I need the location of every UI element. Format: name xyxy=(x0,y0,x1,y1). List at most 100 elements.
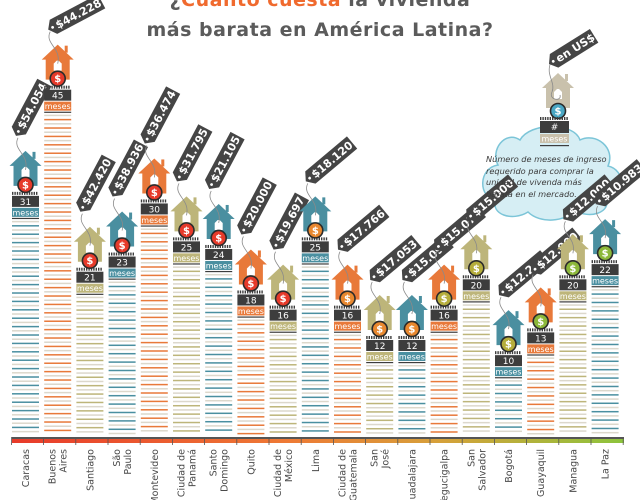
tag-string xyxy=(595,205,607,239)
bar-stripe xyxy=(44,307,72,310)
axis-tick xyxy=(558,437,560,445)
house-tag xyxy=(536,303,545,314)
bar-stripe xyxy=(495,417,522,420)
price-tag: $31.795 xyxy=(172,124,213,182)
perforation xyxy=(561,275,564,279)
perforation xyxy=(408,335,410,339)
months-count: 23 xyxy=(116,259,127,269)
dollar-circle xyxy=(339,290,356,307)
bar-stripe xyxy=(591,431,619,434)
bar-stripe xyxy=(44,190,72,192)
bar-stripe xyxy=(173,413,200,415)
bar-stripe xyxy=(462,409,490,411)
perforation xyxy=(111,252,113,256)
chimney xyxy=(579,235,583,243)
bar-stripe xyxy=(527,369,555,372)
bar-stripe xyxy=(398,381,426,384)
bar-stripe xyxy=(462,316,490,319)
bar-stripe xyxy=(269,389,297,391)
bar-stripe xyxy=(44,291,72,293)
bar-stripe xyxy=(12,414,39,416)
bar-stripe xyxy=(12,380,39,382)
bar-stripe xyxy=(108,407,136,410)
perforation xyxy=(189,237,192,241)
bar-stripe xyxy=(205,387,233,389)
dollar-sign: $ xyxy=(555,107,562,118)
months-count: 31 xyxy=(20,198,31,208)
bar-stripe xyxy=(205,320,233,322)
bar-stripe xyxy=(205,345,233,347)
bar-stripe xyxy=(205,315,233,318)
bar-stripe xyxy=(301,295,329,298)
perforation xyxy=(519,351,521,355)
perforation xyxy=(502,351,504,355)
bar-stripe xyxy=(76,422,104,425)
category-label: La Paz xyxy=(601,449,612,479)
bar-stripe xyxy=(462,384,490,386)
bar-stripe xyxy=(140,388,168,390)
bar-stripe xyxy=(334,347,361,349)
bar-stripe xyxy=(44,354,72,356)
bar-stripe xyxy=(269,422,297,425)
price-tag: $36.474 xyxy=(140,86,181,144)
tag-string xyxy=(370,281,381,315)
tag-string xyxy=(434,251,446,284)
bar-stripe xyxy=(173,425,200,428)
category-label: Tegucigalpa xyxy=(440,449,451,500)
bar-stripe xyxy=(591,385,619,388)
bar-stripe xyxy=(334,351,361,353)
bar-stripe xyxy=(108,365,136,368)
bar-stripe xyxy=(76,384,104,387)
perforation xyxy=(559,275,561,279)
bar-stripe xyxy=(430,410,458,412)
bar-stripe xyxy=(173,388,200,390)
bar-stripe xyxy=(173,333,200,336)
bar-stripe xyxy=(334,389,361,391)
bar-stripe xyxy=(12,262,39,265)
house-tag xyxy=(21,166,30,177)
bar-stripe xyxy=(559,388,587,390)
bar-stripe xyxy=(76,372,104,374)
bar-stripe xyxy=(108,298,136,300)
box-underline xyxy=(398,361,426,364)
bar-stripe xyxy=(44,139,72,142)
bar-stripe xyxy=(12,355,39,357)
bar-stripe xyxy=(462,388,490,390)
tag-shape xyxy=(305,136,358,184)
bar-stripe xyxy=(237,399,265,401)
axis-tick xyxy=(107,437,109,445)
legend-tag-string xyxy=(548,61,561,100)
perforation xyxy=(125,252,127,256)
bar-stripe xyxy=(173,325,200,327)
dollar-icon: $ xyxy=(17,176,34,194)
bar-stripe xyxy=(12,233,39,235)
x-axis: Caracas Buenos Aires Santiago São Paulo Montev… xyxy=(11,437,624,500)
perforation xyxy=(433,305,435,309)
bar-stripe xyxy=(173,329,200,331)
bar-stripe xyxy=(108,319,136,321)
months-count: 12 xyxy=(406,342,417,352)
months-unit: meses xyxy=(109,269,135,278)
months-count: 45 xyxy=(52,92,63,102)
perforation xyxy=(552,117,554,120)
perforation xyxy=(527,328,529,332)
chimney xyxy=(96,227,100,235)
unit-bg xyxy=(173,253,200,263)
perforation xyxy=(544,328,546,332)
perforation xyxy=(551,328,553,332)
tag-hole xyxy=(469,214,473,218)
unit-bg xyxy=(12,207,39,217)
bar-stripe xyxy=(12,342,39,345)
bar-stripe xyxy=(430,347,458,349)
bar-stripe xyxy=(76,418,104,421)
bar-stripe xyxy=(44,265,72,268)
bar-stripe xyxy=(366,411,394,413)
perforation xyxy=(291,305,293,309)
bar-stripe xyxy=(44,118,72,121)
perforation xyxy=(578,275,580,279)
axis-tick xyxy=(622,437,624,445)
